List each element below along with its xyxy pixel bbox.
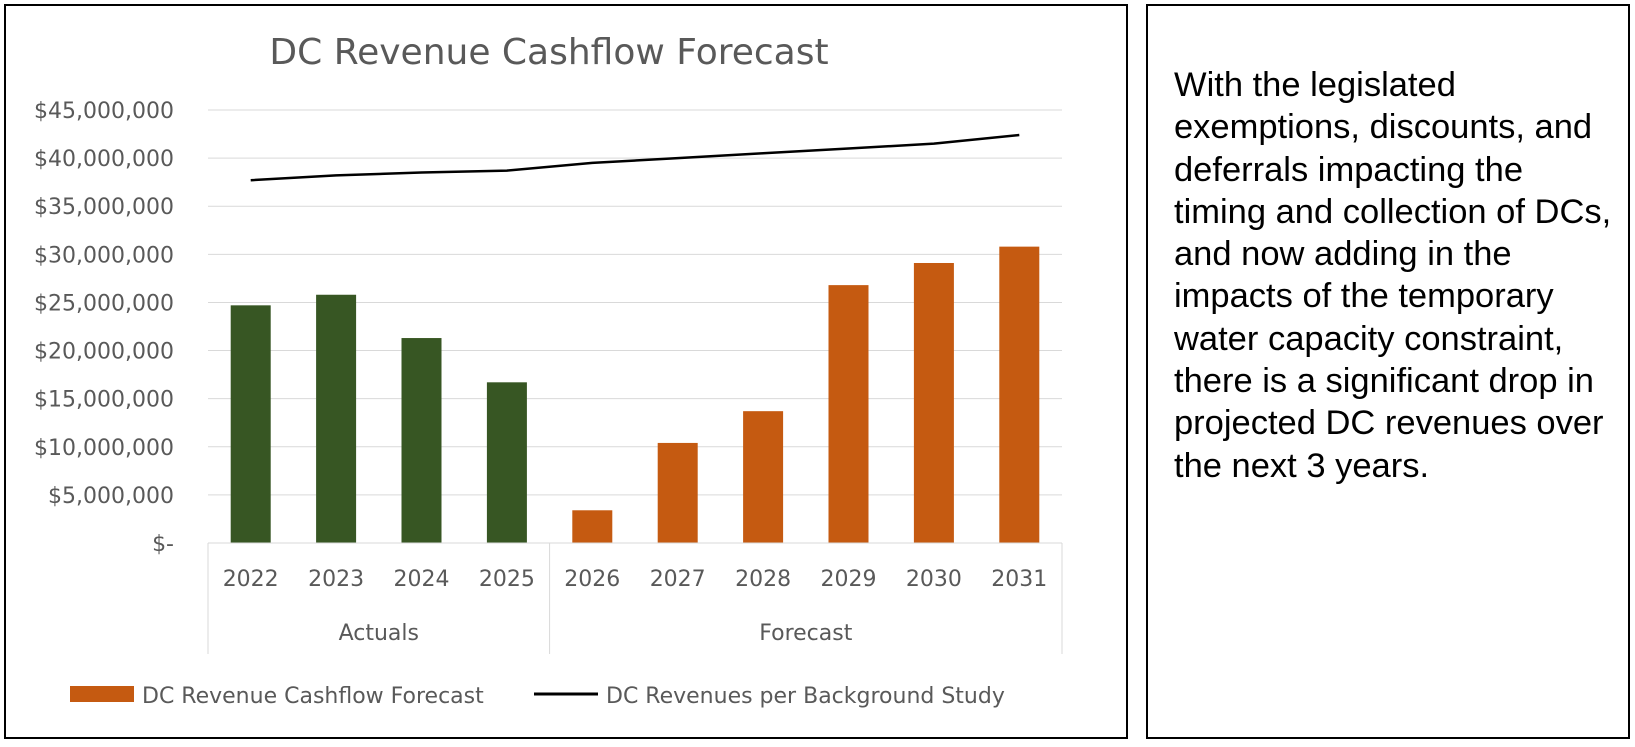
legend-swatch-bar <box>70 686 134 702</box>
commentary-panel: With the legislated exemptions, discount… <box>1146 4 1630 739</box>
bar-2031 <box>999 246 1040 543</box>
x-tick-label: 2031 <box>991 567 1047 592</box>
y-tick-label: $10,000,000 <box>34 436 174 461</box>
bar-2029 <box>828 285 869 543</box>
x-tick-label: 2024 <box>394 567 450 592</box>
y-tick-label: $45,000,000 <box>34 99 174 124</box>
bar-2025 <box>486 382 527 543</box>
x-tick-label: 2026 <box>564 567 620 592</box>
bar-2026 <box>572 510 613 543</box>
y-tick-label: $15,000,000 <box>34 388 174 413</box>
y-tick-label: $30,000,000 <box>34 243 174 268</box>
x-axis: 2022 2023 2024 2025 2026 2027 2028 2029 2030 2031… <box>207 542 1063 654</box>
x-group-label: Actuals <box>339 621 419 646</box>
bar-2024 <box>401 338 442 543</box>
x-tick-label: 2027 <box>650 567 706 592</box>
x-tick-label: 2022 <box>223 567 279 592</box>
line-background-study <box>250 133 1020 182</box>
bar-2022 <box>230 305 271 543</box>
bar-2023 <box>316 294 357 543</box>
legend-label-line: DC Revenues per Background Study <box>606 684 1005 709</box>
chart-svg: DC Revenue Cashflow Forecast $- $5,000,00… <box>34 32 1063 709</box>
bar-2027 <box>657 442 698 543</box>
x-tick-label: 2023 <box>308 567 364 592</box>
x-tick-label: 2025 <box>479 567 535 592</box>
legend: DC Revenue Cashflow Forecast DC Revenues… <box>70 684 1005 709</box>
x-group-label: Forecast <box>759 621 852 646</box>
x-tick-label: 2029 <box>821 567 877 592</box>
y-tick-label: $25,000,000 <box>34 291 174 316</box>
chart-title: DC Revenue Cashflow Forecast <box>269 32 828 73</box>
bars <box>230 246 1040 543</box>
x-tick-label: 2030 <box>906 567 962 592</box>
y-tick-label: $5,000,000 <box>48 484 174 509</box>
chart-panel: DC Revenue Cashflow Forecast $- $5,000,00… <box>4 4 1128 739</box>
commentary-text: With the legislated exemptions, discount… <box>1174 66 1612 485</box>
y-tick-label: $35,000,000 <box>34 195 174 220</box>
y-tick-label: $40,000,000 <box>34 147 174 172</box>
bar-2030 <box>913 262 954 543</box>
x-tick-label: 2028 <box>735 567 791 592</box>
y-tick-label: $- <box>152 532 174 557</box>
y-tick-label: $20,000,000 <box>34 340 174 365</box>
legend-label-bar: DC Revenue Cashflow Forecast <box>142 684 484 709</box>
line-series <box>250 133 1020 182</box>
bar-2028 <box>743 411 784 543</box>
y-axis-ticks: $- $5,000,000 $10,000,000 $15,000,000 $20,00… <box>34 99 174 557</box>
